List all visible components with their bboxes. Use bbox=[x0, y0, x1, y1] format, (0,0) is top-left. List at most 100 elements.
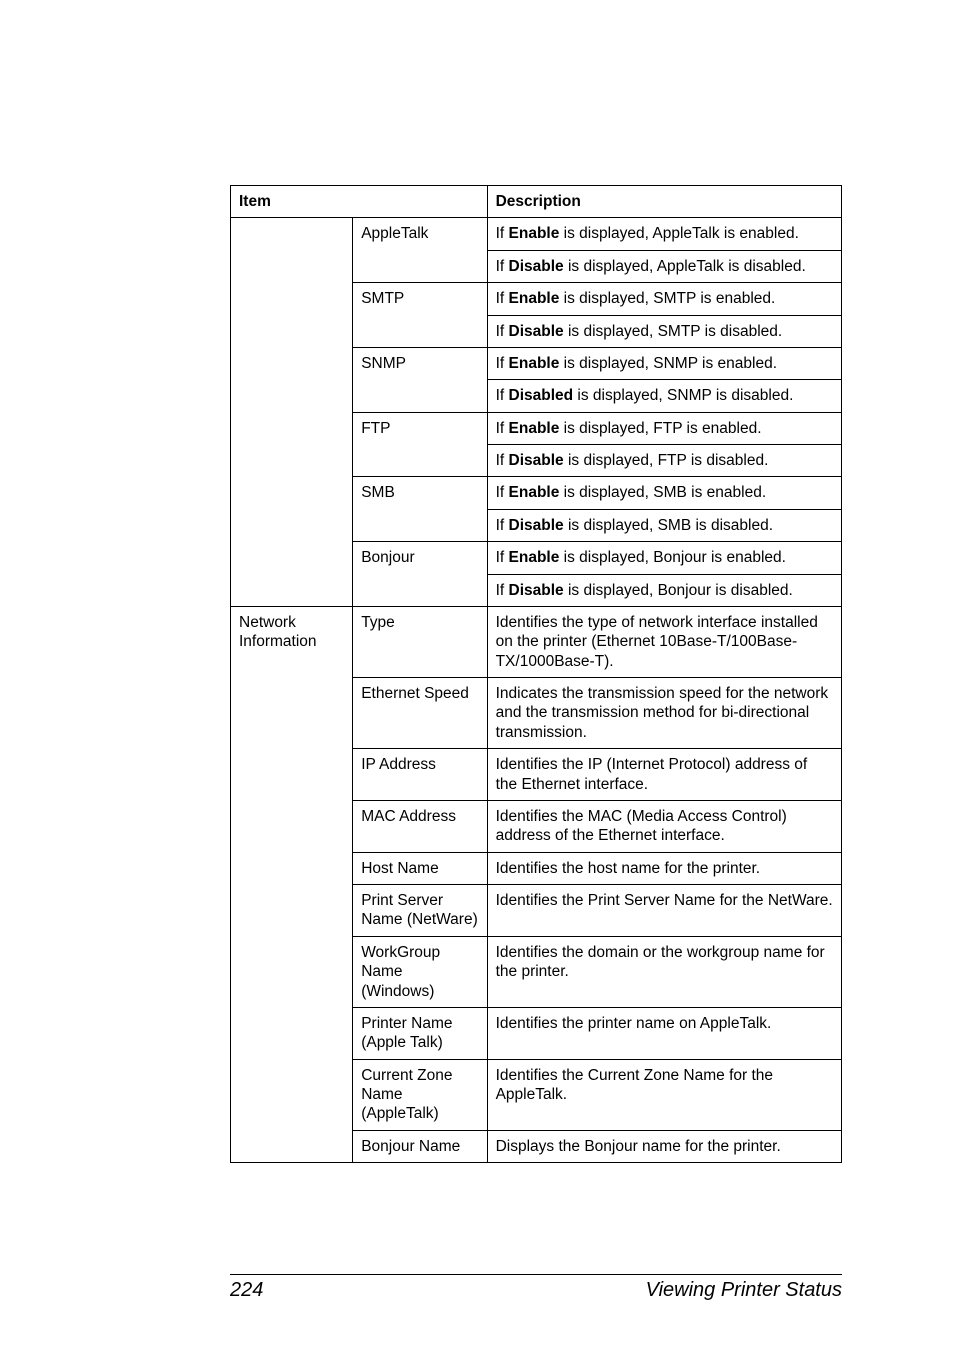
cell-item-group bbox=[231, 412, 353, 444]
cell-item bbox=[353, 509, 487, 541]
cell-item-group: Network Information bbox=[231, 606, 353, 677]
cell-description: Identifies the printer name on AppleTalk… bbox=[487, 1007, 841, 1059]
table-row: If Disabled is displayed, SNMP is disabl… bbox=[231, 380, 842, 412]
bold-term: Enable bbox=[509, 225, 560, 242]
bold-term: Enable bbox=[509, 549, 560, 566]
cell-item-group bbox=[231, 1059, 353, 1130]
bold-term: Disabled bbox=[509, 387, 574, 404]
bold-term: Enable bbox=[509, 290, 560, 307]
bold-term: Disable bbox=[509, 323, 564, 340]
cell-item-group bbox=[231, 885, 353, 937]
cell-item-group bbox=[231, 1130, 353, 1162]
page-content: Item Description AppleTalkIf Enable is d… bbox=[0, 0, 954, 1223]
cell-description: Identifies the IP (Internet Protocol) ad… bbox=[487, 749, 841, 801]
bold-term: Enable bbox=[509, 420, 560, 437]
table-row: SMBIf Enable is displayed, SMB is enable… bbox=[231, 477, 842, 509]
cell-item: SMTP bbox=[353, 283, 487, 315]
cell-description: Identifies the domain or the workgroup n… bbox=[487, 936, 841, 1007]
table-row: FTPIf Enable is displayed, FTP is enable… bbox=[231, 412, 842, 444]
cell-item-group bbox=[231, 380, 353, 412]
bold-term: Disable bbox=[509, 517, 564, 534]
cell-description: If Disable is displayed, Bonjour is disa… bbox=[487, 574, 841, 606]
cell-description: Identifies the type of network interface… bbox=[487, 606, 841, 677]
page-number: 224 bbox=[230, 1279, 263, 1302]
cell-description: Indicates the transmission speed for the… bbox=[487, 678, 841, 749]
cell-description: Displays the Bonjour name for the printe… bbox=[487, 1130, 841, 1162]
page-footer: 224 Viewing Printer Status bbox=[0, 1274, 954, 1302]
cell-description: If Enable is displayed, SMB is enabled. bbox=[487, 477, 841, 509]
cell-item-group bbox=[231, 542, 353, 574]
bold-term: Disable bbox=[509, 258, 564, 275]
header-description: Description bbox=[487, 186, 841, 218]
cell-item-group bbox=[231, 347, 353, 379]
table-row: Current Zone Name (AppleTalk)Identifies … bbox=[231, 1059, 842, 1130]
bold-term: Disable bbox=[509, 582, 564, 599]
cell-description: If Enable is displayed, SNMP is enabled. bbox=[487, 347, 841, 379]
cell-description: If Disable is displayed, FTP is disabled… bbox=[487, 445, 841, 477]
table-row: SMTPIf Enable is displayed, SMTP is enab… bbox=[231, 283, 842, 315]
cell-item-group bbox=[231, 852, 353, 884]
cell-item: MAC Address bbox=[353, 800, 487, 852]
table-row: If Disable is displayed, SMTP is disable… bbox=[231, 315, 842, 347]
cell-item-group bbox=[231, 749, 353, 801]
cell-item-group bbox=[231, 1007, 353, 1059]
cell-item-group bbox=[231, 678, 353, 749]
cell-item: SNMP bbox=[353, 347, 487, 379]
table-row: Network InformationTypeIdentifies the ty… bbox=[231, 606, 842, 677]
table-row: If Disable is displayed, Bonjour is disa… bbox=[231, 574, 842, 606]
table-row: If Disable is displayed, FTP is disabled… bbox=[231, 445, 842, 477]
cell-item-group bbox=[231, 315, 353, 347]
table-row: If Disable is displayed, AppleTalk is di… bbox=[231, 250, 842, 282]
cell-item bbox=[353, 315, 487, 347]
footer-divider bbox=[230, 1274, 842, 1275]
cell-description: Identifies the Print Server Name for the… bbox=[487, 885, 841, 937]
cell-item-group bbox=[231, 250, 353, 282]
footer-row: 224 Viewing Printer Status bbox=[230, 1279, 842, 1302]
cell-item-group bbox=[231, 283, 353, 315]
cell-item-group bbox=[231, 509, 353, 541]
table-row: MAC AddressIdentifies the MAC (Media Acc… bbox=[231, 800, 842, 852]
table-row: IP AddressIdentifies the IP (Internet Pr… bbox=[231, 749, 842, 801]
table-row: SNMPIf Enable is displayed, SNMP is enab… bbox=[231, 347, 842, 379]
table-row: WorkGroup Name (Windows)Identifies the d… bbox=[231, 936, 842, 1007]
cell-item-group bbox=[231, 218, 353, 250]
bold-term: Enable bbox=[509, 355, 560, 372]
cell-item: Host Name bbox=[353, 852, 487, 884]
cell-item-group bbox=[231, 800, 353, 852]
cell-item-group bbox=[231, 477, 353, 509]
cell-item-group bbox=[231, 574, 353, 606]
cell-item bbox=[353, 574, 487, 606]
bold-term: Disable bbox=[509, 452, 564, 469]
table-row: If Disable is displayed, SMB is disabled… bbox=[231, 509, 842, 541]
bold-term: Enable bbox=[509, 484, 560, 501]
status-table: Item Description AppleTalkIf Enable is d… bbox=[230, 185, 842, 1163]
cell-item bbox=[353, 445, 487, 477]
cell-item bbox=[353, 250, 487, 282]
cell-item: Type bbox=[353, 606, 487, 677]
cell-item bbox=[353, 380, 487, 412]
footer-title: Viewing Printer Status bbox=[646, 1279, 842, 1302]
table-header-row: Item Description bbox=[231, 186, 842, 218]
header-item: Item bbox=[231, 186, 488, 218]
cell-item-group bbox=[231, 445, 353, 477]
cell-item: Bonjour Name bbox=[353, 1130, 487, 1162]
table-row: BonjourIf Enable is displayed, Bonjour i… bbox=[231, 542, 842, 574]
cell-description: Identifies the Current Zone Name for the… bbox=[487, 1059, 841, 1130]
cell-description: If Disable is displayed, SMTP is disable… bbox=[487, 315, 841, 347]
cell-description: If Enable is displayed, FTP is enabled. bbox=[487, 412, 841, 444]
cell-description: Identifies the host name for the printer… bbox=[487, 852, 841, 884]
cell-item-group bbox=[231, 936, 353, 1007]
cell-description: If Disable is displayed, AppleTalk is di… bbox=[487, 250, 841, 282]
cell-description: If Disable is displayed, SMB is disabled… bbox=[487, 509, 841, 541]
cell-item: Ethernet Speed bbox=[353, 678, 487, 749]
cell-description: Identifies the MAC (Media Access Control… bbox=[487, 800, 841, 852]
table-row: Bonjour NameDisplays the Bonjour name fo… bbox=[231, 1130, 842, 1162]
cell-description: If Enable is displayed, Bonjour is enabl… bbox=[487, 542, 841, 574]
cell-description: If Enable is displayed, AppleTalk is ena… bbox=[487, 218, 841, 250]
cell-item: Print Server Name (NetWare) bbox=[353, 885, 487, 937]
table-row: Printer Name (Apple Talk)Identifies the … bbox=[231, 1007, 842, 1059]
cell-item: Bonjour bbox=[353, 542, 487, 574]
cell-item: AppleTalk bbox=[353, 218, 487, 250]
cell-item: SMB bbox=[353, 477, 487, 509]
cell-item: WorkGroup Name (Windows) bbox=[353, 936, 487, 1007]
